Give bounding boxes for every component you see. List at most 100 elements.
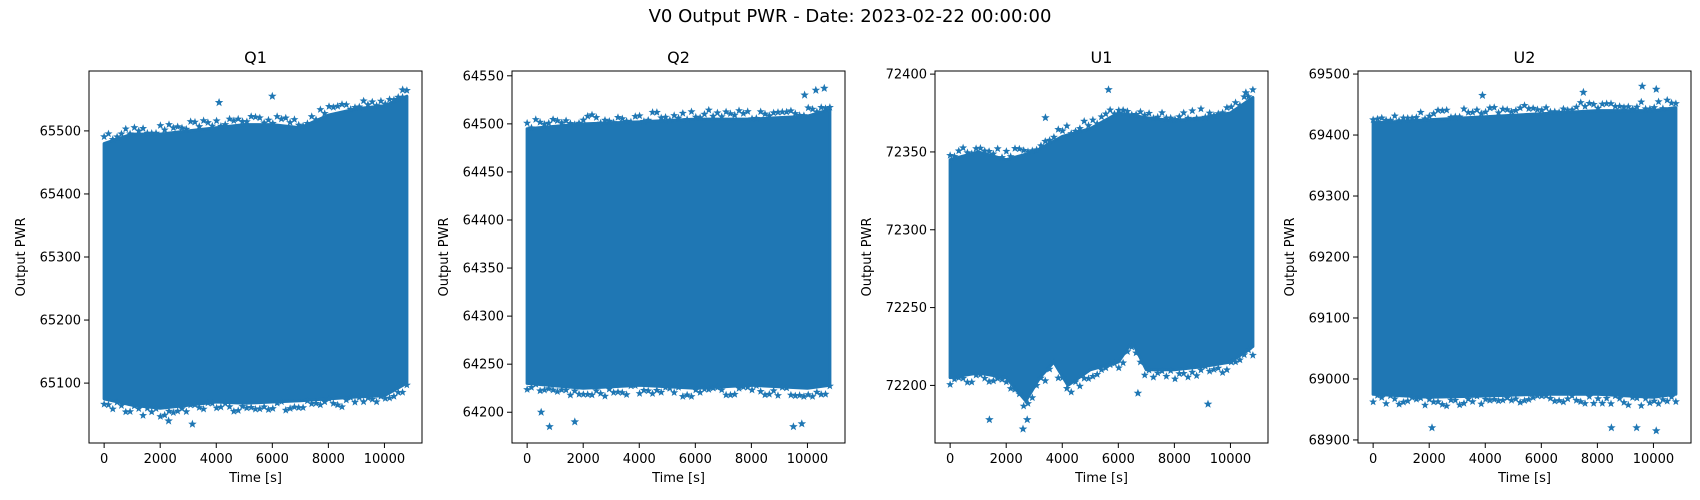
- scatter-point: [191, 117, 199, 126]
- scatter-point: [963, 378, 972, 386]
- scatter-point: [1438, 106, 1447, 115]
- scatter-point: [743, 383, 752, 391]
- scatter-point: [1024, 399, 1032, 407]
- scatter-point: [1447, 395, 1455, 404]
- scatter-point: [1537, 105, 1546, 114]
- scatter-point: [709, 112, 718, 120]
- x-tick-label: 0: [100, 452, 108, 467]
- scatter-point: [657, 388, 666, 396]
- scatter-point: [178, 123, 186, 132]
- x-tick-label: 2000: [567, 452, 600, 467]
- scatter-point: [1403, 396, 1412, 405]
- y-tick-label: 65200: [40, 314, 81, 329]
- scatter-point: [1615, 394, 1624, 402]
- y-tick-label: 69500: [1309, 68, 1350, 83]
- plot-area: [523, 83, 834, 431]
- scatter-point: [1598, 99, 1607, 108]
- scatter-outlier: [1652, 84, 1661, 93]
- scatter-point: [363, 100, 372, 108]
- subplot-title: Q1: [244, 48, 267, 67]
- scatter-point: [954, 146, 963, 155]
- scatter-point: [1498, 396, 1507, 404]
- scatter-point: [1572, 396, 1581, 404]
- scatter-point: [1197, 104, 1205, 113]
- scatter-point: [743, 107, 752, 115]
- scatter-point: [338, 100, 346, 108]
- scatter-point: [351, 103, 359, 111]
- scatter-point: [1447, 113, 1455, 121]
- scatter-point: [1123, 107, 1132, 115]
- scatter-point: [264, 115, 273, 124]
- scatter-point: [359, 397, 368, 406]
- scatter-point: [1533, 391, 1542, 400]
- scatter-point: [648, 108, 657, 116]
- scatter-point: [730, 110, 739, 119]
- scatter-point: [1158, 108, 1166, 117]
- scatter-point: [1127, 342, 1136, 351]
- scatter-point: [946, 151, 955, 159]
- scatter-point: [1498, 104, 1507, 113]
- scatter-point: [950, 375, 959, 383]
- scatter-point: [726, 390, 735, 399]
- scatter-point: [540, 120, 549, 128]
- axes-frame: [511, 70, 846, 444]
- scatter-point: [1464, 108, 1473, 116]
- scatter-point: [1088, 372, 1097, 380]
- scatter-point: [1041, 376, 1050, 385]
- scatter-outlier: [789, 422, 798, 431]
- scatter-point: [1227, 357, 1236, 366]
- scatter-point: [398, 388, 407, 396]
- scatter-point: [173, 122, 182, 131]
- scatter-point: [1442, 105, 1451, 114]
- scatter-point: [1507, 396, 1516, 404]
- scatter-point: [255, 113, 264, 122]
- scatter-point: [696, 388, 705, 396]
- scatter-point: [954, 373, 963, 382]
- scatter-point: [579, 390, 588, 398]
- scatter-point: [169, 123, 178, 132]
- scatter-outlier: [1579, 87, 1588, 96]
- axes-frame: [934, 70, 1269, 444]
- scatter-point: [1075, 381, 1084, 390]
- scatter-point: [989, 376, 998, 385]
- scatter-point: [566, 119, 575, 127]
- scatter-point: [609, 388, 618, 396]
- scatter-point: [143, 129, 152, 137]
- scatter-point: [791, 109, 800, 117]
- scatter-point: [1421, 114, 1429, 123]
- scatter-point: [312, 115, 320, 124]
- scatter-point: [700, 110, 709, 118]
- scatter-point: [402, 86, 411, 94]
- scatter-point: [1192, 114, 1201, 122]
- scatter-point: [1188, 368, 1197, 376]
- scatter-point: [825, 381, 834, 390]
- scatter-point: [1093, 370, 1102, 378]
- scatter-point: [1377, 113, 1386, 122]
- scatter-point: [1589, 100, 1598, 108]
- scatter-point: [1598, 399, 1607, 407]
- scatter-point: [993, 144, 1002, 153]
- scatter-point: [1084, 121, 1093, 129]
- scatter-point: [605, 117, 614, 125]
- scatter-point: [523, 118, 532, 127]
- scatter-point: [1140, 111, 1149, 119]
- scatter-point: [1563, 106, 1572, 114]
- scatter-outlier: [1133, 388, 1143, 397]
- scatter-point: [1179, 108, 1188, 117]
- scatter-point: [1373, 114, 1382, 123]
- x-tick-label: 8000: [312, 452, 345, 467]
- scatter-point: [808, 105, 817, 113]
- scatter-point: [674, 113, 683, 122]
- scatter-point: [946, 380, 955, 388]
- scatter-point: [739, 109, 748, 117]
- x-tick-label: 0: [946, 452, 954, 467]
- scatter-point: [199, 116, 208, 124]
- scatter-point: [1011, 385, 1019, 393]
- scatter-outlier: [811, 85, 821, 94]
- scatter-point: [1516, 398, 1525, 406]
- scatter-point: [385, 393, 394, 402]
- scatter-point: [1373, 391, 1382, 399]
- scatter-point: [717, 385, 726, 394]
- scatter-point: [1654, 97, 1663, 106]
- scatter-point: [1494, 396, 1503, 405]
